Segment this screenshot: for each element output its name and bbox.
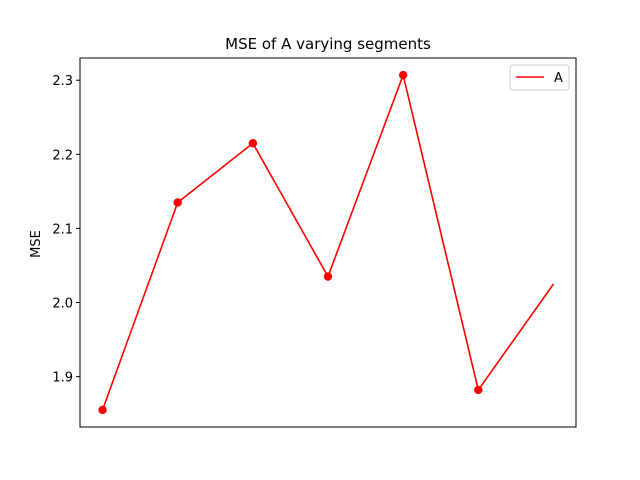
axes-frame xyxy=(79,57,577,428)
data-point xyxy=(474,385,483,395)
y-tick-label: 2.2 xyxy=(52,148,73,163)
y-tick-label: 2.3 xyxy=(52,74,73,89)
legend-label-a: A xyxy=(554,71,563,86)
legend: A xyxy=(509,64,570,91)
plot-area xyxy=(98,70,555,415)
y-tick-label: 1.9 xyxy=(52,371,73,386)
data-point xyxy=(173,198,182,207)
y-axis-ticks: 1.9 2.0 2.1 2.2 2.3 xyxy=(52,74,80,386)
chart-title: MSE of A varying segments xyxy=(225,35,431,53)
y-tick-label: 2.1 xyxy=(52,222,73,237)
y-axis-label: MSE xyxy=(29,230,44,258)
data-point xyxy=(98,405,107,415)
y-tick-label: 2.0 xyxy=(52,297,73,312)
data-point xyxy=(248,139,258,148)
data-point xyxy=(398,70,408,80)
data-point xyxy=(323,272,333,281)
